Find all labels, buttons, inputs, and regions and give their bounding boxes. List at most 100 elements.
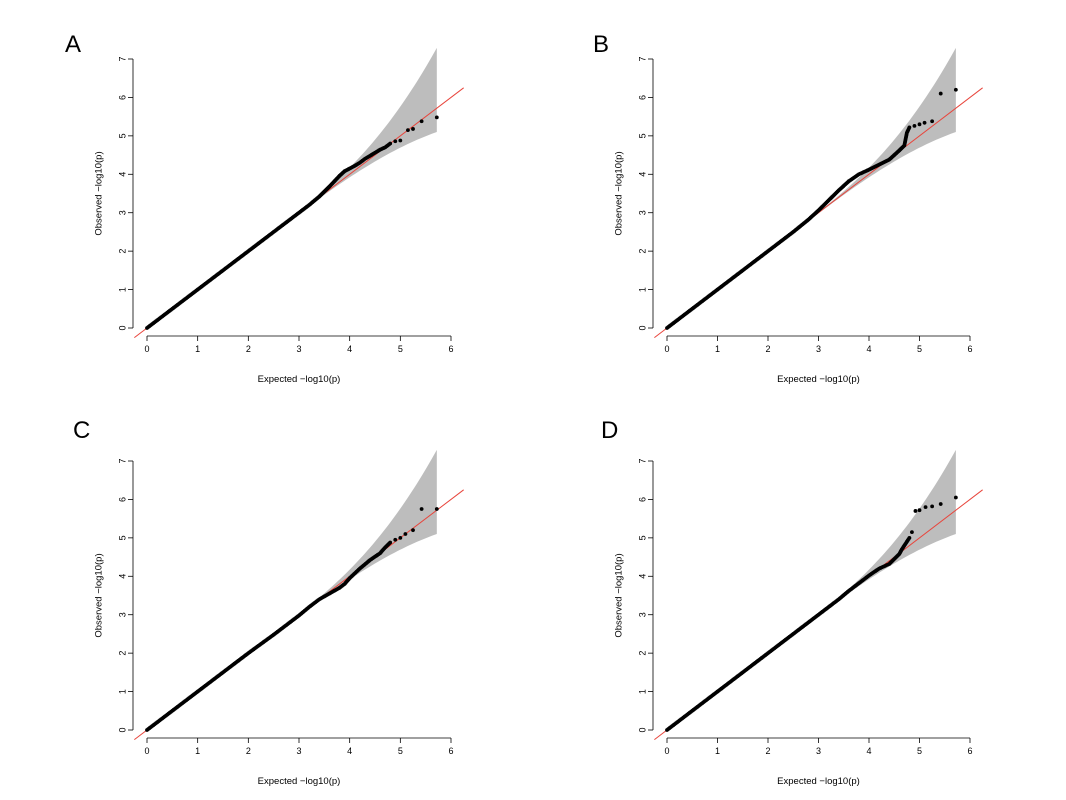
qq-point: [342, 582, 347, 586]
qq-point: [930, 504, 935, 509]
qq-point: [411, 528, 415, 533]
y-axis-label: Observed −log10(p): [94, 151, 105, 235]
qq-point: [347, 166, 352, 171]
qq-point: [337, 585, 342, 590]
y-tick-label: 2: [637, 249, 647, 254]
qq-point: [904, 539, 909, 544]
qq-point: [434, 115, 439, 120]
qq-point: [938, 502, 943, 506]
qq-point: [170, 306, 175, 311]
panel-letter: D: [601, 417, 618, 444]
x-tick-label: 1: [195, 746, 200, 756]
qq-point: [923, 505, 928, 510]
qq-point: [398, 138, 403, 143]
qq-point: [352, 163, 357, 168]
y-tick-label: 0: [117, 727, 127, 732]
qq-point: [195, 689, 200, 694]
x-axis: 0 1 2 3 4 5 6: [144, 335, 454, 354]
x-tick-label: 5: [398, 746, 403, 756]
y-tick-label: 5: [637, 133, 647, 138]
qq-point: [897, 552, 902, 556]
data-points: [665, 495, 958, 732]
qq-point: [434, 507, 439, 511]
y-tick-label: 0: [117, 325, 127, 330]
qq-point: [271, 632, 276, 637]
x-tick-label: 2: [246, 344, 251, 354]
qq-point: [317, 597, 322, 602]
y-tick-label: 1: [117, 287, 127, 292]
y-tick-label: 3: [637, 612, 647, 617]
qq-point: [145, 326, 149, 330]
x-tick-label: 0: [144, 344, 149, 354]
x-tick-label: 5: [917, 344, 922, 354]
qq-point: [912, 123, 917, 128]
x-axis-label: Expected −log10(p): [777, 776, 860, 787]
qq-point: [332, 179, 337, 184]
qq-point: [791, 632, 796, 636]
qq-point: [373, 150, 377, 155]
qq-point: [246, 651, 251, 656]
qq-point: [368, 153, 372, 158]
qq-point: [690, 306, 695, 311]
qq-point: [715, 287, 720, 292]
qq-point: [877, 162, 881, 167]
y-tick-label: 6: [637, 95, 647, 100]
x-tick-label: 4: [347, 746, 352, 756]
y-tick-label: 4: [117, 574, 127, 579]
qq-point: [411, 127, 415, 131]
qq-point: [892, 557, 897, 561]
qq-point: [307, 605, 312, 609]
confidence-band: [288, 449, 437, 624]
qq-point: [195, 287, 200, 292]
y-tick-label: 0: [637, 727, 647, 732]
confidence-band: [808, 449, 956, 624]
qq-point: [791, 230, 796, 234]
y-axis: 0 1 2 3 4 5 6 7: [637, 56, 654, 331]
qq-panel-b: B 0 1 2 3 4 5 6 0 1 2 3 4 5 6 7 Expected −log10(p) Observ…: [593, 31, 983, 385]
y-tick-label: 5: [637, 535, 647, 540]
qq-point: [917, 122, 922, 127]
qq-point: [327, 591, 332, 596]
qq-point: [383, 545, 388, 550]
qq-point: [953, 495, 958, 500]
qq-point: [322, 189, 327, 194]
y-tick-label: 7: [117, 458, 127, 463]
qq-point: [938, 91, 943, 96]
qq-point: [393, 537, 398, 542]
qq-point: [297, 613, 301, 618]
qq-point: [665, 728, 669, 732]
y-axis-label: Observed −log10(p): [94, 553, 105, 637]
qq-point: [897, 148, 902, 153]
qq-point: [221, 268, 225, 273]
y-tick-label: 3: [117, 210, 127, 215]
data-points: [145, 507, 439, 732]
y-axis: 0 1 2 3 4 5 6 7: [637, 458, 654, 733]
qq-point: [892, 153, 897, 157]
qq-point: [913, 509, 918, 513]
x-tick-label: 3: [816, 746, 821, 756]
qq-point: [877, 566, 881, 571]
x-tick-label: 2: [246, 746, 251, 756]
y-tick-label: 3: [117, 612, 127, 617]
qq-point: [419, 119, 424, 124]
qq-point: [246, 249, 251, 254]
qq-point: [910, 530, 914, 534]
qq-point: [337, 173, 342, 178]
x-axis: 0 1 2 3 4 5 6: [664, 335, 973, 354]
qq-point: [930, 119, 935, 124]
y-tick-label: 2: [117, 651, 127, 656]
x-tick-label: 0: [664, 746, 669, 756]
data-points: [145, 115, 439, 330]
x-tick-label: 0: [144, 746, 149, 756]
x-tick-label: 3: [296, 746, 301, 756]
y-tick-label: 7: [637, 458, 647, 463]
x-tick-label: 6: [967, 344, 972, 354]
y-tick-label: 7: [117, 56, 127, 61]
qq-point: [378, 551, 382, 556]
data-points: [665, 87, 958, 330]
qq-point: [307, 203, 312, 207]
qq-point: [836, 188, 841, 193]
confidence-band: [288, 47, 437, 222]
y-axis-label: Observed −log10(p): [614, 151, 625, 235]
x-axis-label: Expected −log10(p): [258, 374, 341, 385]
